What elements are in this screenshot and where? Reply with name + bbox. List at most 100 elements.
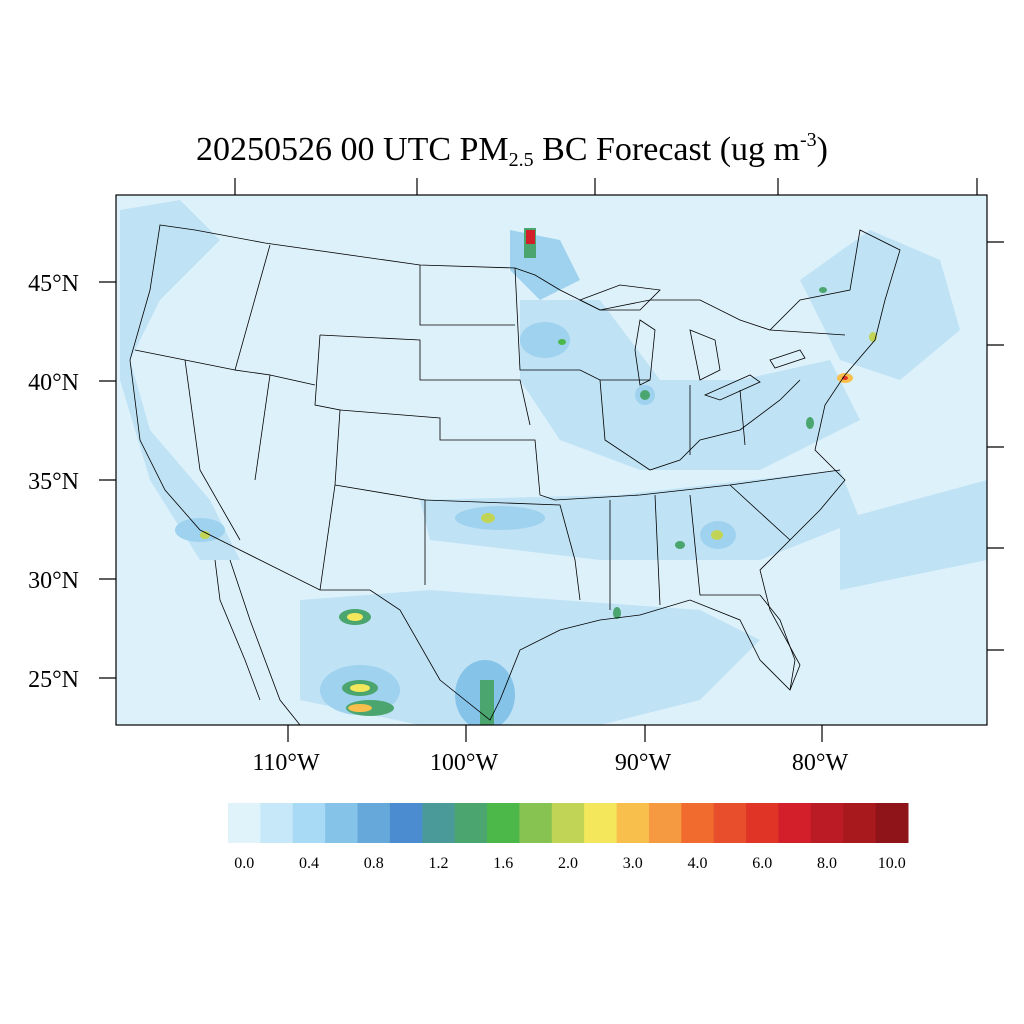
top-ticks <box>234 178 978 195</box>
colorbar-labels: 0.0 0.4 0.8 1.2 1.6 2.0 3.0 4.0 6.0 8.0 10.0 <box>234 855 906 872</box>
lon-label: 80°W <box>792 750 849 776</box>
state-line-15 <box>654 494 661 606</box>
colorbar-tick-label: 2.0 <box>558 855 578 872</box>
lake-michigan <box>634 319 656 386</box>
colorbar-tick-label: 6.0 <box>752 855 772 872</box>
state-line-6 <box>419 265 515 326</box>
colorbar-swatch <box>648 803 682 843</box>
state-line-10 <box>424 499 581 601</box>
lake-superior <box>579 284 661 311</box>
northeast-band <box>800 230 960 380</box>
bottom-ticks <box>287 725 823 742</box>
hotspot-minnesota <box>520 322 570 358</box>
hotspot-mexico-1-core <box>347 613 363 621</box>
hotspot-new-orleans <box>613 607 621 619</box>
state-line-3 <box>184 359 241 541</box>
hotspot-ga <box>711 530 723 540</box>
colorbar-swatch <box>487 803 520 843</box>
right-ticks <box>987 241 1004 651</box>
colorbar-swatch <box>875 803 909 843</box>
hotspot-al <box>675 541 685 549</box>
florida <box>759 594 796 691</box>
colorbar-swatch <box>551 803 585 843</box>
colorbar-tick-label: 0.4 <box>299 855 319 872</box>
longitude-labels: 110°W 100°W 90°W 80°W <box>252 750 848 776</box>
colorbar-swatch <box>616 803 650 843</box>
left-ticks <box>99 281 116 679</box>
state-line-19 <box>739 389 746 446</box>
hotspot-oklahoma <box>455 506 545 530</box>
lon-label: 100°W <box>430 750 499 776</box>
lake-erie <box>703 374 761 401</box>
hotspot-manitoba-core <box>526 230 535 244</box>
atlantic-band <box>840 480 987 590</box>
colorbar-tick-label: 0.0 <box>234 855 254 872</box>
map-frame <box>115 194 988 726</box>
colorbar-swatch <box>454 803 488 843</box>
lon-label: 110°W <box>252 750 320 776</box>
hotspot-dc <box>806 417 814 429</box>
colorbar-tick-label: 1.2 <box>428 855 448 872</box>
colorbar <box>228 803 909 843</box>
lat-label: 35°N <box>28 469 79 495</box>
colorbar-swatch <box>389 803 423 843</box>
colorbar-swatch <box>746 803 779 843</box>
state-line-1 <box>234 244 271 481</box>
colorbar-swatch <box>325 803 359 843</box>
hotspot-okc <box>481 513 495 523</box>
colorbar-swatch <box>260 803 294 843</box>
lat-label: 30°N <box>28 568 79 594</box>
state-line-8 <box>339 409 556 501</box>
lake-huron <box>689 329 721 381</box>
state-line-5 <box>269 374 316 386</box>
baja <box>214 559 261 701</box>
map-boundaries <box>129 224 901 725</box>
colorbar-tick-label: 0.8 <box>364 855 384 872</box>
state-line-7 <box>319 334 531 426</box>
hotspot-la-city <box>200 531 210 539</box>
title-rest: BC Forecast (ug m <box>533 131 800 168</box>
southeast-band <box>420 470 860 560</box>
map-title: 20250526 00 UTC PM2.5 BC Forecast (ug m-… <box>0 118 1024 182</box>
lat-label: 40°N <box>28 370 79 396</box>
colorbar-swatch <box>810 803 844 843</box>
colorbar-swatch <box>292 803 326 843</box>
gulf-plume <box>300 590 760 725</box>
colorbar-swatch <box>422 803 456 843</box>
colorbar-swatch <box>584 803 618 843</box>
lon-label: 90°W <box>615 750 672 776</box>
colorbar-tick-label: 1.6 <box>493 855 513 872</box>
state-line-17 <box>729 484 791 541</box>
colorbar-swatch <box>778 803 812 843</box>
colorbar-tick-label: 8.0 <box>817 855 837 872</box>
title-close: ) <box>816 131 828 168</box>
hotspot-mexico-3-core <box>348 704 372 712</box>
hotspot-montreal <box>819 287 827 293</box>
state-line-13 <box>554 469 841 501</box>
title-main: 20250526 00 UTC PM <box>196 131 509 168</box>
lat-label: 25°N <box>28 667 79 693</box>
colorbar-swatch <box>843 803 877 843</box>
latitude-labels: 45°N 40°N 35°N 30°N 25°N <box>28 271 79 693</box>
colorbar-tick-label: 4.0 <box>688 855 708 872</box>
colorbar-swatch <box>228 803 261 843</box>
hotspot-chicago-core <box>640 390 650 400</box>
hotspot-mexico-2-core <box>350 684 370 692</box>
state-line-16 <box>689 494 760 596</box>
hotspot-minneapolis <box>558 339 566 345</box>
colorbar-swatch <box>357 803 391 843</box>
lake-ontario <box>769 349 806 369</box>
colorbar-swatch <box>681 803 715 843</box>
lat-label: 45°N <box>28 271 79 297</box>
state-line-20 <box>769 329 846 336</box>
state-line-11 <box>514 267 650 381</box>
colorbar-swatch <box>713 803 747 843</box>
colorbar-tick-label: 3.0 <box>623 855 643 872</box>
colorbar-swatch <box>519 803 553 843</box>
mexico-coast <box>229 559 301 725</box>
title-subscript: 2.5 <box>508 149 534 171</box>
hotspot-texas-column <box>480 680 494 725</box>
colorbar-tick-label: 10.0 <box>878 855 906 872</box>
concentration-field <box>120 200 987 725</box>
